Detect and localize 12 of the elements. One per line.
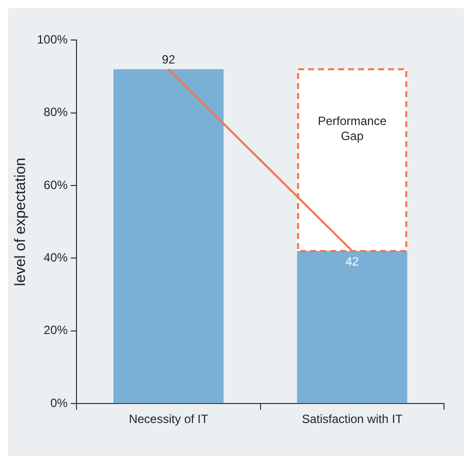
y-tick-label: 80% [44, 105, 68, 120]
y-tick-label: 20% [44, 323, 68, 338]
y-tick-label: 60% [44, 178, 68, 192]
x-tick-label: Satisfaction with IT [302, 412, 404, 426]
y-axis-title: level of expectation [12, 158, 30, 286]
data-label: 42 [345, 254, 360, 268]
y-tick-label: 0% [50, 396, 68, 410]
series-label: Performance Gap [318, 114, 387, 144]
data-label: 92 [162, 52, 176, 67]
x-tick-label: Necessity of IT [128, 412, 209, 426]
y-tick-label: 40% [44, 250, 68, 265]
y-tick-label: 100% [36, 32, 68, 47]
